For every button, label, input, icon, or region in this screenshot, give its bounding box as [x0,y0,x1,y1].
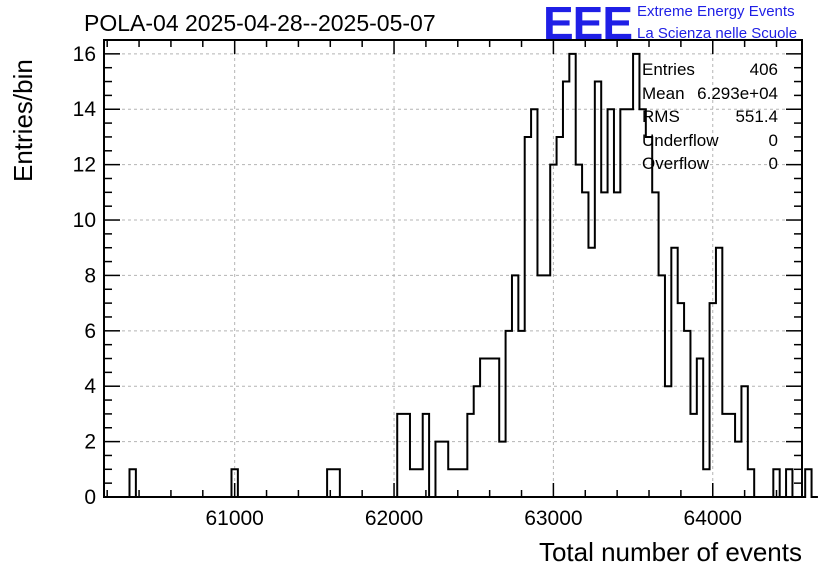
stat-mean-value: 6.293e+04 [697,83,778,103]
x-tick-label: 61000 [205,507,263,530]
histogram-bin [499,442,505,497]
histogram-bin [588,248,594,497]
stats-box: Entries 406 Mean 6.293e+04 RMS 551.4 Und… [642,60,778,178]
stat-entries-label: Entries [642,60,695,79]
y-tick-label: 0 [84,486,96,509]
stat-mean-label: Mean [642,83,685,103]
stat-underflow-label: Underflow [642,130,719,150]
logo-line-2: La Scienza nelle Scuole [637,25,798,42]
stat-entries: Entries 406 [642,60,778,84]
stat-rms-value: 551.4 [735,107,778,126]
stat-overflow-value: 0 [768,154,778,173]
histogram-bin [627,109,633,497]
histogram-bin [410,469,416,497]
histogram-bin [518,331,524,497]
chart-title: POLA-04 2025-04-28--2025-05-07 [84,10,436,36]
grid-lines [104,40,802,497]
axis-tick-labels: 61000 62000 63000 64000 0 2 4 6 8 10 12 14 16 [73,43,742,530]
histogram-bin [461,469,467,497]
x-axis-label: Total number of events [538,537,802,567]
histogram-bin [416,469,422,497]
stat-underflow-value: 0 [768,130,778,150]
histogram-bin [722,414,728,497]
logo-line-1: Extreme Energy Events [637,3,795,20]
histogram-bin [563,82,569,497]
eee-logo: EEE [543,0,633,49]
histogram-bin [614,192,620,497]
axis-ticks [104,39,802,498]
stat-overflow: Overflow 0 [642,154,778,178]
y-tick-label: 8 [84,264,96,287]
x-tick-label: 63000 [524,507,582,530]
y-tick-label: 6 [84,320,96,343]
y-tick-label: 4 [84,375,96,398]
y-tick-label: 12 [73,154,96,177]
histogram-bin [703,469,709,497]
plot-frame [103,39,803,498]
stat-overflow-label: Overflow [642,154,710,173]
stat-rms: RMS 551.4 [642,107,778,131]
histogram-bin [690,414,696,497]
stat-entries-value: 406 [749,60,778,79]
y-tick-label: 10 [73,209,96,232]
y-tick-label: 16 [73,43,96,66]
stat-mean: Mean 6.293e+04 [642,84,778,108]
x-tick-label: 64000 [684,507,742,530]
stat-underflow: Underflow 0 [642,131,778,155]
histogram-bin [601,192,607,497]
stat-rms-label: RMS [642,107,680,126]
y-tick-label: 2 [84,431,96,454]
histogram-bin [486,359,492,497]
y-axis-label: Entries/bin [8,59,38,182]
histogram-bin [557,137,563,497]
y-tick-label: 14 [73,98,97,121]
histogram-bin [678,303,684,497]
histogram-bin [735,442,741,497]
x-tick-label: 62000 [365,507,423,530]
histogram-bin [448,469,454,497]
